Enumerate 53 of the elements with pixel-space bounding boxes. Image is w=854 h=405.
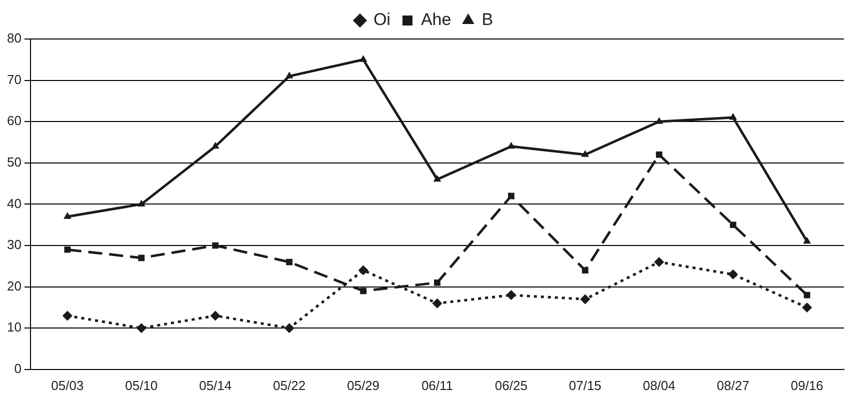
point xyxy=(582,267,588,274)
point xyxy=(434,279,440,286)
point xyxy=(654,257,664,268)
point xyxy=(432,298,442,308)
y-tick-label: 60 xyxy=(6,113,22,128)
x-tick-label: 07/15 xyxy=(568,378,602,393)
point xyxy=(62,310,72,321)
point xyxy=(64,246,71,253)
x-tick-label: 05/03 xyxy=(51,378,84,393)
y-tick-label: 10 xyxy=(6,320,22,335)
x-tick-label: 06/11 xyxy=(421,378,454,393)
point xyxy=(358,265,368,276)
point xyxy=(433,174,442,182)
point xyxy=(730,222,736,228)
x-tick-label: 06/25 xyxy=(494,378,528,393)
y-tick-label: 40 xyxy=(6,196,22,211)
point xyxy=(138,200,146,206)
point xyxy=(284,323,294,334)
legend-label: B xyxy=(482,10,494,30)
x-tick-label: 09/16 xyxy=(790,378,824,393)
x-tick-label: 08/27 xyxy=(716,378,750,393)
y-tick-label: 80 xyxy=(6,30,22,46)
point xyxy=(210,310,220,321)
legend-label: Oi xyxy=(373,10,390,30)
y-tick-label: 30 xyxy=(6,237,22,252)
x-tick-label: 05/29 xyxy=(347,378,380,393)
y-tick-label: 50 xyxy=(6,154,22,170)
point xyxy=(212,242,219,249)
x-tick-label: 08/04 xyxy=(642,378,676,393)
point xyxy=(211,142,220,149)
point xyxy=(285,72,294,78)
y-tick-label: 0 xyxy=(14,360,22,376)
x-tick-label: 05/22 xyxy=(273,378,306,393)
legend-label: Ahe xyxy=(420,10,452,30)
point xyxy=(508,192,514,200)
y-tick-label: 70 xyxy=(6,72,22,87)
point xyxy=(803,236,811,244)
point xyxy=(728,269,738,280)
x-tick-label: 05/10 xyxy=(125,378,158,393)
point xyxy=(64,212,72,219)
point xyxy=(580,294,590,304)
point xyxy=(802,302,812,312)
point xyxy=(729,112,737,120)
point xyxy=(506,290,516,300)
point xyxy=(286,258,292,266)
point xyxy=(581,150,590,157)
x-tick-label: 05/14 xyxy=(199,378,232,393)
point xyxy=(360,288,366,294)
point xyxy=(656,151,662,158)
point xyxy=(138,254,145,262)
point xyxy=(359,55,368,62)
y-tick-label: 20 xyxy=(6,278,22,294)
point xyxy=(136,323,146,334)
